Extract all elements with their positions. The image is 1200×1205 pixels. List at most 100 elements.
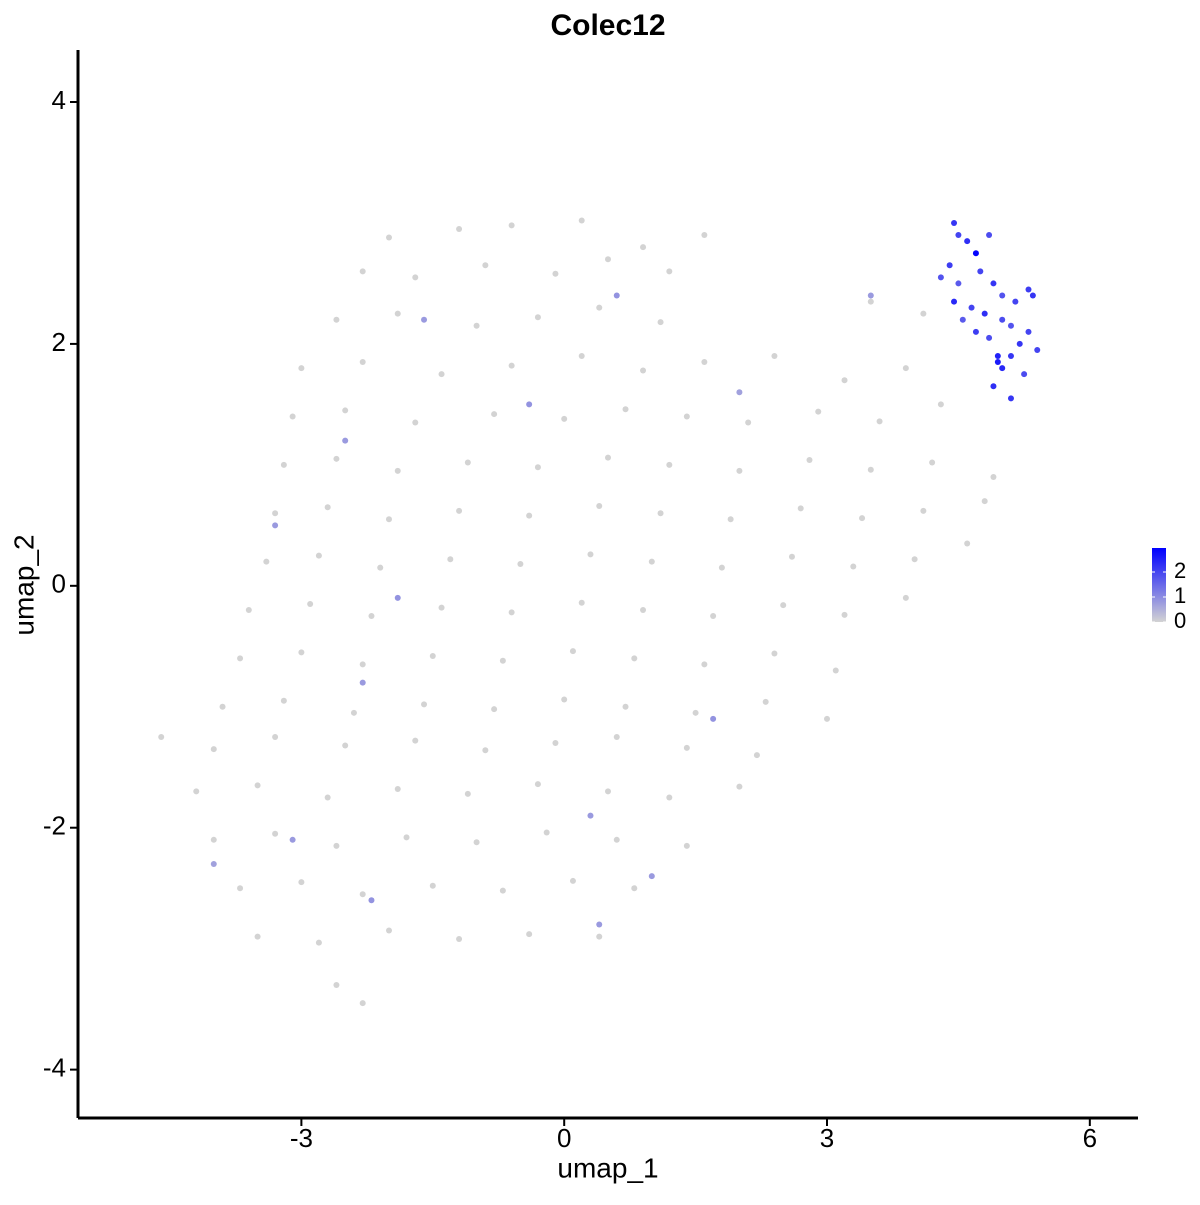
point (578, 599, 585, 606)
point (210, 836, 217, 843)
point (412, 419, 419, 426)
point (701, 359, 708, 366)
point (605, 788, 611, 795)
point (832, 667, 839, 674)
point (272, 510, 279, 517)
point (701, 661, 708, 668)
point (491, 706, 498, 713)
point (412, 274, 419, 281)
point (508, 222, 515, 229)
point (640, 244, 647, 251)
x-axis-title: umap_1 (557, 1152, 658, 1183)
point (569, 648, 576, 655)
point (429, 652, 436, 659)
point (964, 540, 971, 547)
point (986, 334, 993, 341)
point (1025, 328, 1032, 335)
point (959, 316, 966, 323)
point (999, 365, 1006, 372)
point (613, 734, 620, 741)
point (920, 507, 927, 514)
point (911, 556, 918, 563)
point (657, 510, 664, 517)
point (394, 594, 401, 601)
point (964, 238, 971, 245)
point (561, 696, 568, 703)
point (377, 564, 384, 571)
point (569, 877, 576, 884)
point (359, 679, 366, 686)
point (473, 322, 480, 329)
point (648, 558, 655, 565)
point (508, 609, 515, 616)
point (342, 742, 349, 749)
point (867, 292, 874, 299)
point (237, 655, 244, 662)
y-tick-label: 0 (52, 569, 66, 599)
point (438, 371, 445, 378)
point (1012, 298, 1019, 305)
point (596, 304, 603, 311)
point (403, 834, 410, 841)
point (977, 268, 984, 275)
point (666, 461, 673, 468)
point (990, 473, 997, 480)
point (990, 280, 997, 287)
point (718, 564, 725, 571)
y-axis-title: umap_2 (8, 534, 39, 635)
point (280, 461, 287, 468)
point (324, 504, 331, 511)
point (596, 502, 603, 509)
point (280, 697, 287, 704)
point (272, 830, 279, 837)
point (937, 401, 944, 408)
point (951, 298, 958, 305)
point (456, 226, 463, 233)
point (499, 887, 506, 894)
point (1007, 395, 1014, 402)
point (955, 232, 962, 239)
point (806, 457, 813, 464)
point (622, 406, 629, 413)
point (683, 413, 690, 420)
point (867, 298, 874, 305)
point (210, 746, 217, 753)
point (640, 607, 647, 614)
point (841, 377, 848, 384)
point (902, 594, 909, 601)
point (526, 931, 533, 938)
point (272, 734, 279, 741)
point (859, 515, 866, 522)
point (289, 836, 296, 843)
point (736, 467, 743, 474)
point (683, 744, 690, 751)
point (578, 217, 585, 224)
point (359, 359, 366, 366)
point (543, 829, 550, 836)
x-tick-label: 3 (820, 1123, 834, 1153)
point (994, 353, 1001, 360)
point (631, 885, 638, 892)
point (736, 783, 743, 790)
point (158, 734, 165, 741)
point (254, 933, 261, 940)
point (605, 256, 611, 263)
point (552, 740, 559, 747)
x-tick-label: 0 (557, 1123, 571, 1153)
color-tick-label: 2 (1174, 558, 1186, 583)
point (1029, 292, 1036, 299)
point (788, 553, 795, 560)
y-tick-label: -2 (43, 811, 66, 841)
point (342, 437, 349, 444)
point (464, 790, 471, 797)
point (999, 292, 1006, 299)
point (298, 649, 305, 656)
point (824, 715, 831, 722)
point (596, 921, 603, 928)
point (333, 842, 340, 849)
point (333, 455, 340, 462)
point (578, 353, 585, 360)
point (999, 316, 1006, 323)
point (254, 782, 261, 789)
point (394, 467, 401, 474)
